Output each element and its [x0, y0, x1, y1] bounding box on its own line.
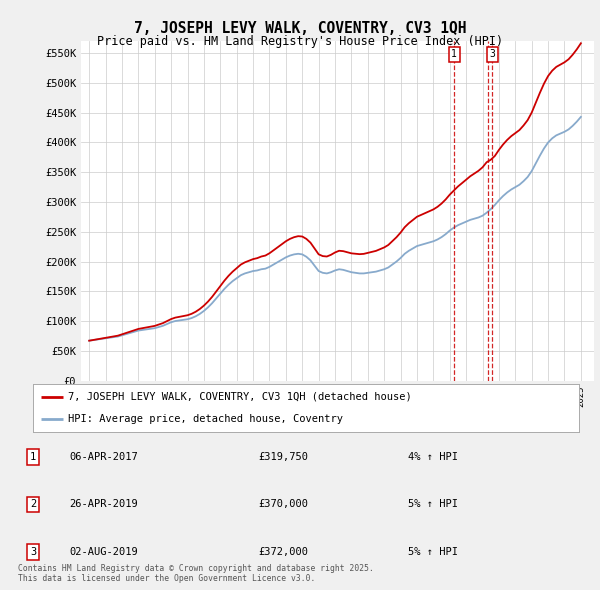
Text: £372,000: £372,000: [258, 547, 308, 556]
Text: 02-AUG-2019: 02-AUG-2019: [69, 547, 138, 556]
Text: 26-APR-2019: 26-APR-2019: [69, 500, 138, 509]
Text: 3: 3: [490, 50, 496, 60]
Text: Contains HM Land Registry data © Crown copyright and database right 2025.
This d: Contains HM Land Registry data © Crown c…: [18, 563, 374, 583]
Text: 1: 1: [451, 50, 457, 60]
Text: £370,000: £370,000: [258, 500, 308, 509]
Text: 7, JOSEPH LEVY WALK, COVENTRY, CV3 1QH: 7, JOSEPH LEVY WALK, COVENTRY, CV3 1QH: [134, 21, 466, 35]
Text: 3: 3: [30, 547, 36, 556]
Text: HPI: Average price, detached house, Coventry: HPI: Average price, detached house, Cove…: [68, 414, 343, 424]
Text: £319,750: £319,750: [258, 453, 308, 462]
Text: 06-APR-2017: 06-APR-2017: [69, 453, 138, 462]
Text: 1: 1: [30, 453, 36, 462]
Text: 5% ↑ HPI: 5% ↑ HPI: [408, 500, 458, 509]
Text: 7, JOSEPH LEVY WALK, COVENTRY, CV3 1QH (detached house): 7, JOSEPH LEVY WALK, COVENTRY, CV3 1QH (…: [68, 392, 412, 402]
Text: 5% ↑ HPI: 5% ↑ HPI: [408, 547, 458, 556]
Text: 2: 2: [30, 500, 36, 509]
Text: Price paid vs. HM Land Registry's House Price Index (HPI): Price paid vs. HM Land Registry's House …: [97, 35, 503, 48]
Text: 4% ↑ HPI: 4% ↑ HPI: [408, 453, 458, 462]
